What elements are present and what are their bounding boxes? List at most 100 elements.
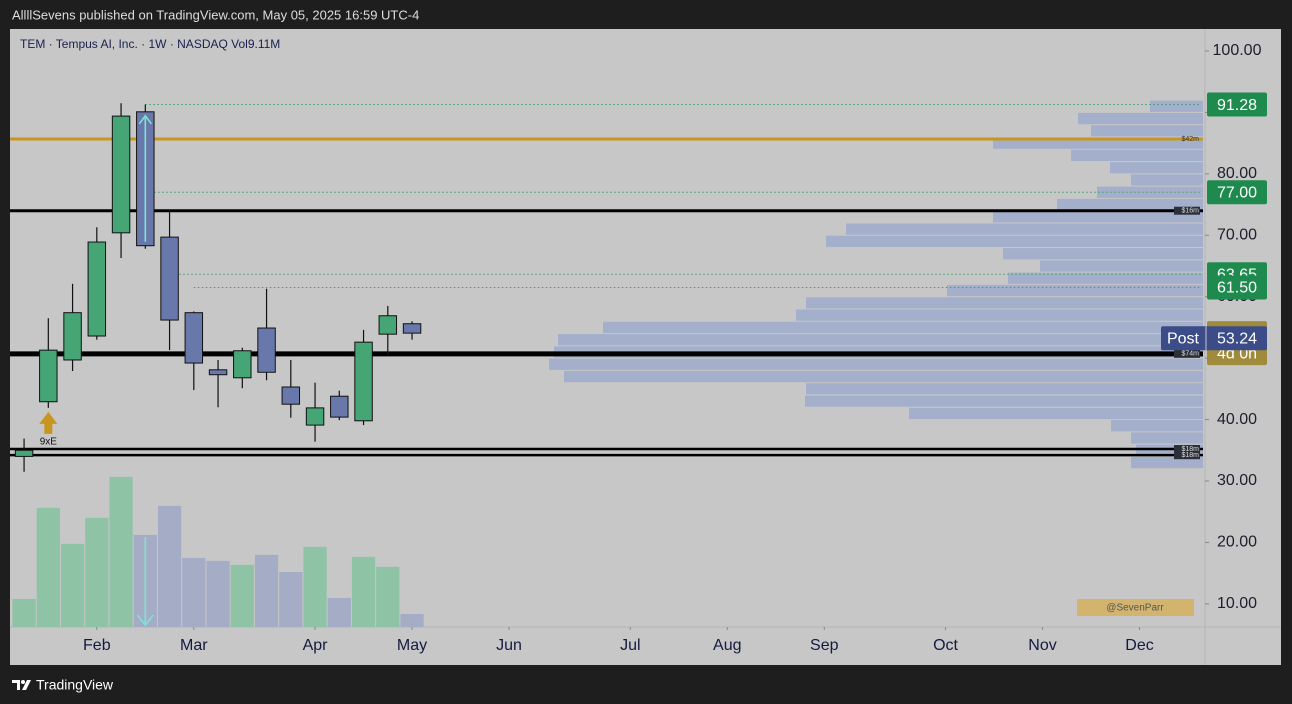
price-label xyxy=(1207,92,1267,117)
y-tick-label: 100.00 xyxy=(1213,42,1262,59)
volume-bar xyxy=(230,564,254,627)
profile-bar xyxy=(1111,420,1203,432)
plot: 10.0020.0030.0040.0050.0060.0070.0080.00… xyxy=(10,42,1267,654)
volume-bar xyxy=(351,556,376,627)
level-label: $16m xyxy=(1181,208,1199,215)
symbol-legend: TEM · Tempus AI, Inc. · 1W · NASDAQ Vol9… xyxy=(20,37,280,51)
x-tick-label: Dec xyxy=(1125,637,1153,654)
volume-bar xyxy=(303,546,327,627)
candle-body xyxy=(160,236,179,321)
watermark-box xyxy=(1077,599,1194,616)
profile-bar xyxy=(826,235,1203,248)
level-tag xyxy=(1174,451,1200,460)
candle-body xyxy=(305,407,325,426)
level-label: $18m xyxy=(1181,446,1199,453)
profile-bar xyxy=(806,383,1203,395)
price-label-text: 91.28 xyxy=(1217,97,1257,114)
x-tick-label: Jul xyxy=(620,637,640,654)
x-tick-label: Apr xyxy=(303,637,329,654)
candle-body xyxy=(39,349,58,403)
candle-body xyxy=(233,350,252,379)
profile-bar xyxy=(1057,198,1203,211)
level-tag xyxy=(1174,206,1200,215)
profile-bar xyxy=(796,309,1203,321)
profile-bar xyxy=(1040,260,1203,272)
level-label: $18m xyxy=(1181,452,1199,459)
x-tick-label: Nov xyxy=(1028,637,1056,654)
profile-bar xyxy=(1091,125,1203,137)
post-price-text: 53.24 xyxy=(1217,330,1257,347)
annotation-label: 9xE xyxy=(40,437,58,448)
post-price-box xyxy=(1161,326,1267,351)
brand-logo xyxy=(12,680,31,690)
level-tag xyxy=(1174,445,1200,454)
volume-bar xyxy=(109,476,133,627)
x-tick-label: Aug xyxy=(713,637,741,654)
profile-bar xyxy=(909,407,1203,420)
profile-bar xyxy=(1008,272,1203,284)
x-tick-label: Jun xyxy=(496,637,522,654)
candle-body xyxy=(87,241,107,337)
y-tick-label: 80.00 xyxy=(1217,165,1257,182)
candle-body xyxy=(111,115,131,234)
y-tick-label: 40.00 xyxy=(1217,411,1257,428)
x-tick-label: Feb xyxy=(83,637,111,654)
profile-bar xyxy=(993,211,1203,223)
volume-bar xyxy=(327,598,351,627)
profile-bar xyxy=(947,284,1203,297)
candle-body xyxy=(354,341,373,422)
profile-bar xyxy=(1131,432,1203,444)
volume-bar xyxy=(36,507,60,627)
arrow-decoration xyxy=(138,114,152,242)
profile-bar xyxy=(564,370,1203,383)
price-label xyxy=(1207,180,1267,205)
y-tick-label: 70.00 xyxy=(1217,226,1257,243)
x-tick-label: Oct xyxy=(933,637,958,654)
level-label: $74m xyxy=(1181,351,1199,358)
candle-body xyxy=(330,395,349,418)
profile-bar xyxy=(993,137,1203,149)
profile-bar xyxy=(603,321,1203,334)
volume-bar xyxy=(254,554,279,627)
candle-body xyxy=(378,315,398,335)
profile-bar xyxy=(1071,149,1203,162)
candle-body xyxy=(14,449,34,457)
profile-bar xyxy=(1150,100,1203,112)
post-prefix: Post xyxy=(1167,330,1200,347)
volume-bar xyxy=(157,505,182,627)
watermark: @SevenParr xyxy=(1106,603,1164,614)
y-tick-label: 30.00 xyxy=(1217,472,1257,489)
profile-bar xyxy=(846,223,1203,235)
logo-dot xyxy=(21,680,25,684)
price-label-text: 77.00 xyxy=(1217,184,1257,201)
profile-bar xyxy=(806,297,1203,309)
level-tag xyxy=(1174,349,1200,358)
candle-body xyxy=(402,323,422,334)
annotation-arrow xyxy=(39,411,58,434)
profile-bar xyxy=(1003,248,1203,260)
y-tick-label: 20.00 xyxy=(1217,534,1257,551)
profile-bar xyxy=(1097,186,1203,198)
candle-body xyxy=(257,327,276,373)
profile-bar xyxy=(1078,112,1203,125)
volume-bar xyxy=(182,557,206,627)
volume-bar xyxy=(376,566,400,627)
logo-icon xyxy=(12,680,31,690)
volume-bar xyxy=(60,543,85,627)
volume-bar xyxy=(279,572,303,627)
price-label-text: 61.50 xyxy=(1217,280,1257,297)
profile-bar xyxy=(558,334,1203,346)
x-tick-label: Sep xyxy=(810,637,839,654)
profile-bar xyxy=(1131,456,1203,469)
x-tick-label: May xyxy=(397,637,427,654)
x-tick-label: Mar xyxy=(180,637,208,654)
profile-bar xyxy=(1110,162,1203,174)
candle-body xyxy=(184,312,204,364)
y-tick-label: 10.00 xyxy=(1217,595,1257,612)
profile-bar xyxy=(1131,174,1203,186)
published-line: AllllSevens published on TradingView.com… xyxy=(12,7,419,22)
volume-bar xyxy=(12,599,36,627)
arrow-decoration xyxy=(136,537,154,627)
price-label xyxy=(1207,275,1267,300)
